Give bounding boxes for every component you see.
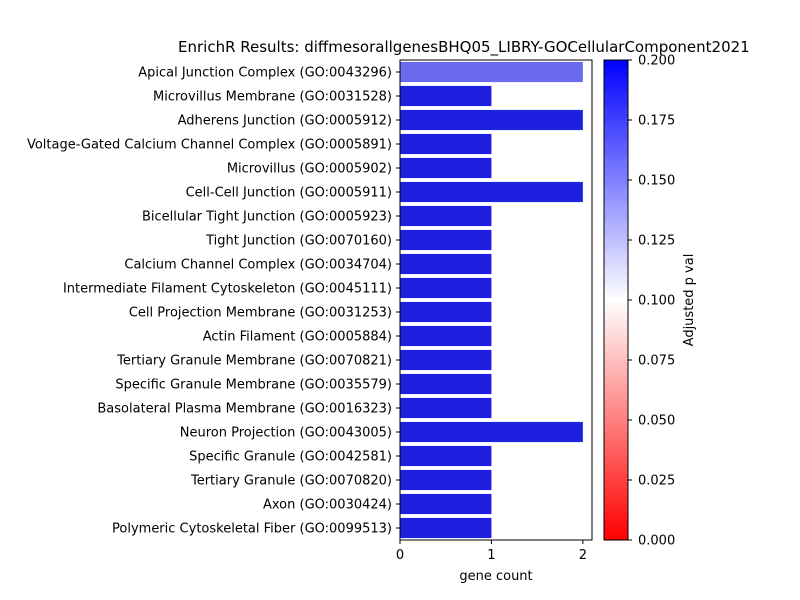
category-label: Specific Granule (GO:0042581) bbox=[189, 450, 392, 465]
category-label: Intermediate Filament Cytoskeleton (GO:0… bbox=[63, 282, 392, 297]
bar bbox=[400, 61, 583, 83]
x-axis-ticks: 0 1 2 bbox=[396, 540, 587, 563]
category-label: Neuron Projection (GO:0043005) bbox=[180, 426, 392, 441]
category-label: Cell-Cell Junction (GO:0005911) bbox=[186, 186, 392, 201]
bar bbox=[400, 325, 492, 347]
category-label: Microvillus (GO:0005902) bbox=[227, 162, 392, 177]
category-label: Voltage-Gated Calcium Channel Complex (G… bbox=[27, 138, 392, 153]
bar bbox=[400, 349, 492, 371]
bar bbox=[400, 421, 583, 443]
colorbar-tick-label: 0.175 bbox=[638, 114, 675, 129]
category-label: Specific Granule Membrane (GO:0035579) bbox=[115, 378, 392, 393]
category-labels: Apical Junction Complex (GO:0043296) Micr… bbox=[27, 66, 400, 537]
colorbar-tick-label: 0.000 bbox=[638, 534, 675, 549]
bars-group bbox=[400, 61, 583, 539]
colorbar-tick-label: 0.075 bbox=[638, 354, 675, 369]
bar bbox=[400, 253, 492, 275]
category-label: Tertiary Granule (GO:0070820) bbox=[190, 474, 392, 489]
colorbar-title: Adjusted p val bbox=[682, 254, 697, 347]
category-label: Bicellular Tight Junction (GO:0005923) bbox=[142, 210, 392, 225]
category-label: Calcium Channel Complex (GO:0034704) bbox=[124, 258, 392, 273]
bar bbox=[400, 157, 492, 179]
bar bbox=[400, 373, 492, 395]
category-label: Microvillus Membrane (GO:0031528) bbox=[153, 90, 392, 105]
category-label: Cell Projection Membrane (GO:0031253) bbox=[129, 306, 392, 321]
colorbar-tick-label: 0.025 bbox=[638, 474, 675, 489]
colorbar-tick-label: 0.050 bbox=[638, 414, 675, 429]
bar bbox=[400, 85, 492, 107]
category-label: Actin Filament (GO:0005884) bbox=[203, 330, 392, 345]
category-label: Adherens Junction (GO:0005912) bbox=[178, 114, 392, 129]
bar bbox=[400, 469, 492, 491]
category-label: Apical Junction Complex (GO:0043296) bbox=[138, 66, 392, 81]
bar bbox=[400, 109, 583, 131]
category-label: Polymeric Cytoskeletal Fiber (GO:0099513… bbox=[112, 522, 392, 537]
x-tick-label: 0 bbox=[396, 548, 404, 563]
bar bbox=[400, 517, 492, 539]
colorbar-tick-label: 0.200 bbox=[638, 54, 675, 69]
bar bbox=[400, 301, 492, 323]
bar bbox=[400, 229, 492, 251]
x-axis-title: gene count bbox=[459, 569, 532, 584]
bar bbox=[400, 133, 492, 155]
chart-title: EnrichR Results: diffmesorallgenesBHQ05_… bbox=[178, 38, 750, 57]
colorbar-tick-label: 0.100 bbox=[638, 294, 675, 309]
colorbar bbox=[603, 59, 629, 541]
colorbar-ticks: 0.000 0.025 0.050 0.075 0.100 0.125 0.150 0.175… bbox=[628, 54, 675, 549]
colorbar-tick-label: 0.150 bbox=[638, 174, 675, 189]
category-label: Axon (GO:0030424) bbox=[263, 498, 392, 513]
bar bbox=[400, 397, 492, 419]
bar bbox=[400, 445, 492, 467]
plot-frame bbox=[399, 59, 593, 541]
bar bbox=[400, 181, 583, 203]
bar bbox=[400, 493, 492, 515]
x-tick-label: 1 bbox=[487, 548, 495, 563]
bar bbox=[400, 277, 492, 299]
colorbar-tick-label: 0.125 bbox=[638, 234, 675, 249]
bar bbox=[400, 205, 492, 227]
category-label: Tight Junction (GO:0070160) bbox=[205, 234, 392, 249]
category-label: Tertiary Granule Membrane (GO:0070821) bbox=[116, 354, 392, 369]
category-label: Basolateral Plasma Membrane (GO:0016323) bbox=[97, 402, 392, 417]
x-tick-label: 2 bbox=[579, 548, 587, 563]
